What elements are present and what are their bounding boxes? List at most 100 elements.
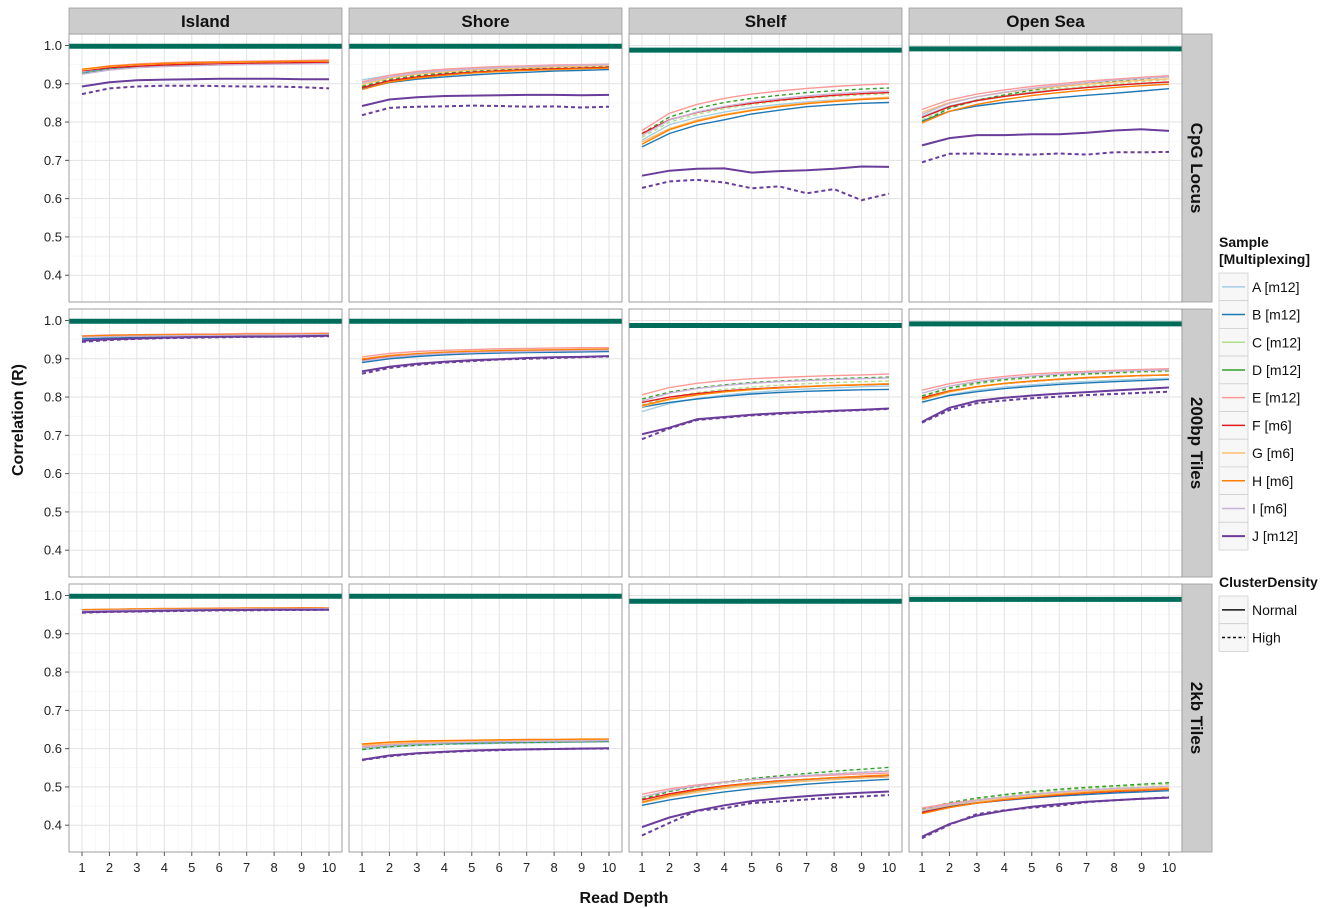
x-axis-island: 1 2 3 4 5 6 7 8 9 10 (78, 852, 336, 875)
panel-200bp-tiles-shore (348, 308, 623, 578)
y-tick-label: 0.4 (44, 268, 62, 283)
legend-item-d-m12: D [m12] (1218, 355, 1301, 385)
y-tick-label: 0.7 (44, 428, 62, 443)
x-axis-open-sea: 1 2 3 4 5 6 7 8 9 10 (918, 852, 1176, 875)
x-tick-label: 3 (413, 860, 420, 875)
series-line-c-m12-high (921, 370, 1170, 398)
y-tick-label: 0.6 (44, 741, 62, 756)
series-line-d-m12-high (641, 87, 890, 135)
panel-border (628, 308, 903, 578)
x-tick-label: 2 (106, 860, 113, 875)
row-strip-label: 200bp Tiles (1187, 397, 1206, 489)
column-strip-label: Shore (461, 12, 509, 31)
x-tick-label: 1 (918, 860, 925, 875)
legend-item-label: I [m6] (1252, 500, 1287, 516)
legend-item-g-m6: G [m6] (1218, 438, 1294, 468)
series-line-i-m6-normal (921, 369, 1170, 394)
legend-item-label: C [m12] (1252, 334, 1301, 350)
row-strip-bg (1181, 583, 1213, 853)
column-strip-bg (348, 7, 623, 35)
series-line-j-m12-high (921, 390, 1170, 424)
legend: Sample [Multiplexing] A [m12] B [m12] C [m… (1218, 234, 1318, 652)
x-tick-label: 9 (298, 860, 305, 875)
x-tick-label: 10 (322, 860, 336, 875)
legend-item-h-m6: H [m6] (1218, 466, 1293, 495)
column-strip-label: Shelf (745, 12, 787, 31)
series-line-f-m6-normal (81, 62, 329, 72)
y-axis-title: Correlation (R) (10, 364, 27, 476)
series-line-j-m12-normal (641, 790, 890, 829)
series-line-e-m12-normal (921, 368, 1170, 391)
legend-density-keys: Normal High (1218, 595, 1297, 652)
y-tick-label: 0.7 (44, 153, 62, 168)
y-tick-label: 0.4 (44, 543, 62, 558)
series-line-j-m12-high (81, 84, 330, 96)
series-line-h-m6-normal (641, 774, 890, 803)
column-strip-bg (628, 7, 903, 35)
series-line-g-m6-normal (361, 739, 609, 746)
legend-item-f-m6: F [m6] (1218, 411, 1292, 440)
series-line-h-m6-normal (361, 738, 609, 745)
legend-item-label: B [m12] (1252, 307, 1300, 323)
x-tick-label: 6 (1056, 860, 1063, 875)
series-line-i-m6-normal (641, 377, 890, 402)
series-line-j-m12-high (641, 794, 890, 837)
x-tick-label: 3 (133, 860, 140, 875)
panel-grid (68, 33, 1183, 853)
x-tick-label: 9 (858, 860, 865, 875)
series-line-h-m6-normal (641, 383, 890, 407)
legend-item-label: F [m6] (1252, 417, 1292, 433)
column-strip-label: Island (181, 12, 230, 31)
series-line-i-m6-normal (921, 76, 1170, 116)
row-strip-label: CpG Locus (1187, 123, 1206, 214)
x-tick-label: 2 (386, 860, 393, 875)
x-axis-shore: 1 2 3 4 5 6 7 8 9 10 (358, 852, 616, 875)
series-line-g-m6-normal (921, 786, 1170, 812)
x-tick-label: 5 (748, 860, 755, 875)
panel-cpg-locus-shore (348, 33, 623, 303)
x-tick-label: 2 (666, 860, 673, 875)
series-line-e-m12-normal (921, 75, 1170, 111)
series-line-i-m6-normal (361, 739, 610, 749)
column-strip-bg (908, 7, 1183, 35)
x-tick-label: 7 (803, 860, 810, 875)
panel-border (628, 583, 903, 853)
x-tick-label: 1 (638, 860, 645, 875)
panel-border (68, 583, 343, 853)
x-tick-label: 4 (441, 860, 448, 875)
x-axis-title: Read Depth (580, 890, 669, 907)
x-tick-label: 9 (578, 860, 585, 875)
x-tick-label: 9 (1138, 860, 1145, 875)
x-axes: 1 2 3 4 5 6 7 8 9 10 1 2 3 4 5 6 7 8 9 10 1 2 3 4 5 6 7 8 9 10 1 2 3 4 5 6 7… (78, 852, 1176, 875)
y-axis-200bp-tiles: 0.4 0.5 0.6 0.7 0.8 0.9 1.0 (44, 313, 69, 558)
series-line-i-m6-normal (641, 770, 890, 798)
legend-item-label: H [m6] (1252, 473, 1293, 489)
legend-item-label: E [m12] (1252, 390, 1300, 406)
series-line-j-m12-high (81, 608, 330, 614)
x-tick-label: 10 (882, 860, 896, 875)
series-line-h-m6-normal (81, 60, 329, 70)
series-line-e-m12-normal (641, 373, 890, 396)
row-strip-2kb-tiles: 2kb Tiles (1181, 583, 1213, 853)
legend-sample-title: Sample (1219, 234, 1269, 250)
series-line-h-m6-normal (641, 97, 890, 145)
series-line-j-m12-normal (361, 93, 610, 107)
series-line-j-m12-normal (641, 165, 890, 177)
column-strip-shore: Shore (348, 7, 623, 35)
x-tick-label: 1 (78, 860, 85, 875)
column-strip-island: Island (68, 7, 343, 35)
series-line-d-m12-high (921, 369, 1170, 397)
x-tick-label: 7 (523, 860, 530, 875)
series-line-h-m6-normal (361, 67, 610, 91)
series-line-i-m6-normal (361, 349, 610, 362)
x-tick-label: 7 (1083, 860, 1090, 875)
legend-item-normal: Normal (1218, 595, 1297, 625)
legend-item-label: High (1252, 630, 1281, 646)
row-strip-bg (1181, 33, 1213, 303)
x-tick-label: 2 (946, 860, 953, 875)
series-line-g-m6-normal (641, 776, 890, 804)
series-line-i-m6-normal (81, 334, 329, 338)
series-line-b-m12-normal (921, 378, 1170, 403)
series-line-b-m12-normal (921, 88, 1170, 122)
